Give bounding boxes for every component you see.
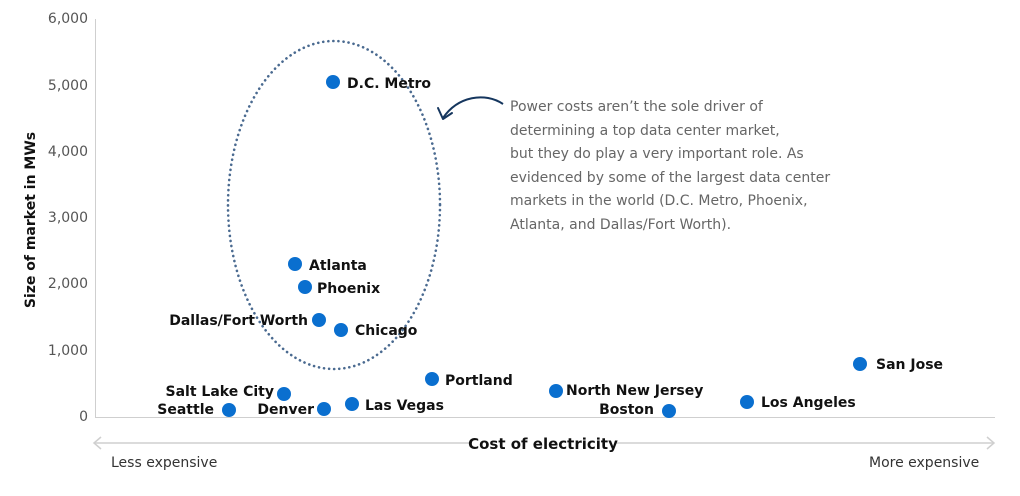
- point-label: Boston: [599, 402, 654, 418]
- point-label: Dallas/Fort Worth: [169, 313, 308, 329]
- y-tick: 2,000: [47, 276, 88, 292]
- arrow-right-icon: [986, 436, 996, 450]
- annotation-line: markets in the world (D.C. Metro, Phoeni…: [510, 193, 808, 209]
- callout-arrow-icon: [442, 96, 504, 119]
- annotation-line: determining a top data center market,: [510, 122, 780, 139]
- point-label: Los Angeles: [761, 395, 856, 411]
- data-point-san-jose[interactable]: [853, 357, 867, 371]
- point-label: D.C. Metro: [347, 76, 432, 92]
- data-point-dallas-fort-worth[interactable]: [312, 313, 326, 327]
- annotation-line: Atlanta, and Dallas/Fort Worth).: [510, 216, 732, 233]
- data-point-los-angeles[interactable]: [740, 395, 754, 409]
- y-axis-line: [95, 19, 96, 417]
- y-tick: 1,000: [47, 343, 88, 359]
- annotation-line: evidenced by some of the largest data ce…: [510, 169, 831, 186]
- data-point-portland[interactable]: [425, 372, 439, 386]
- data-point-seattle[interactable]: [222, 403, 236, 417]
- annotation-line: Power costs aren’t the sole driver of: [510, 99, 763, 115]
- data-point-las-vegas[interactable]: [345, 397, 359, 411]
- point-label: Atlanta: [309, 258, 367, 274]
- data-point-salt-lake-city[interactable]: [277, 387, 291, 401]
- data-point-boston[interactable]: [662, 404, 676, 418]
- y-tick: 5,000: [47, 78, 88, 94]
- point-label: Salt Lake City: [165, 384, 274, 400]
- annotation-line: but they do play a very important role. …: [510, 146, 804, 162]
- data-point-chicago[interactable]: [334, 323, 348, 337]
- data-point-phoenix[interactable]: [298, 280, 312, 294]
- y-tick: 4,000: [47, 144, 88, 160]
- x-axis-high-label: More expensive: [869, 455, 980, 471]
- data-point-dc-metro[interactable]: [326, 75, 340, 89]
- point-label: San Jose: [876, 357, 944, 373]
- x-axis-line: [95, 417, 995, 418]
- point-label: Denver: [257, 402, 314, 418]
- annotation-text: Power costs aren’t the sole driver of de…: [510, 96, 840, 237]
- point-label: Seattle: [157, 402, 214, 418]
- y-tick: 6,000: [47, 11, 88, 27]
- x-axis-low-label: Less expensive: [111, 455, 218, 471]
- data-point-atlanta[interactable]: [288, 257, 302, 271]
- point-label: North New Jersey: [566, 383, 704, 399]
- point-label: Phoenix: [317, 281, 381, 297]
- data-point-denver[interactable]: [317, 402, 331, 416]
- arrow-left-icon: [92, 436, 102, 450]
- y-tick: 0: [79, 409, 88, 425]
- data-point-north-new-jersey[interactable]: [549, 384, 563, 398]
- point-label: Chicago: [355, 323, 418, 339]
- y-tick: 3,000: [47, 210, 88, 226]
- point-label: Portland: [445, 373, 513, 389]
- x-axis-title: Cost of electricity: [468, 435, 618, 453]
- point-label: Las Vegas: [365, 398, 444, 414]
- highlight-ellipse: [226, 39, 442, 371]
